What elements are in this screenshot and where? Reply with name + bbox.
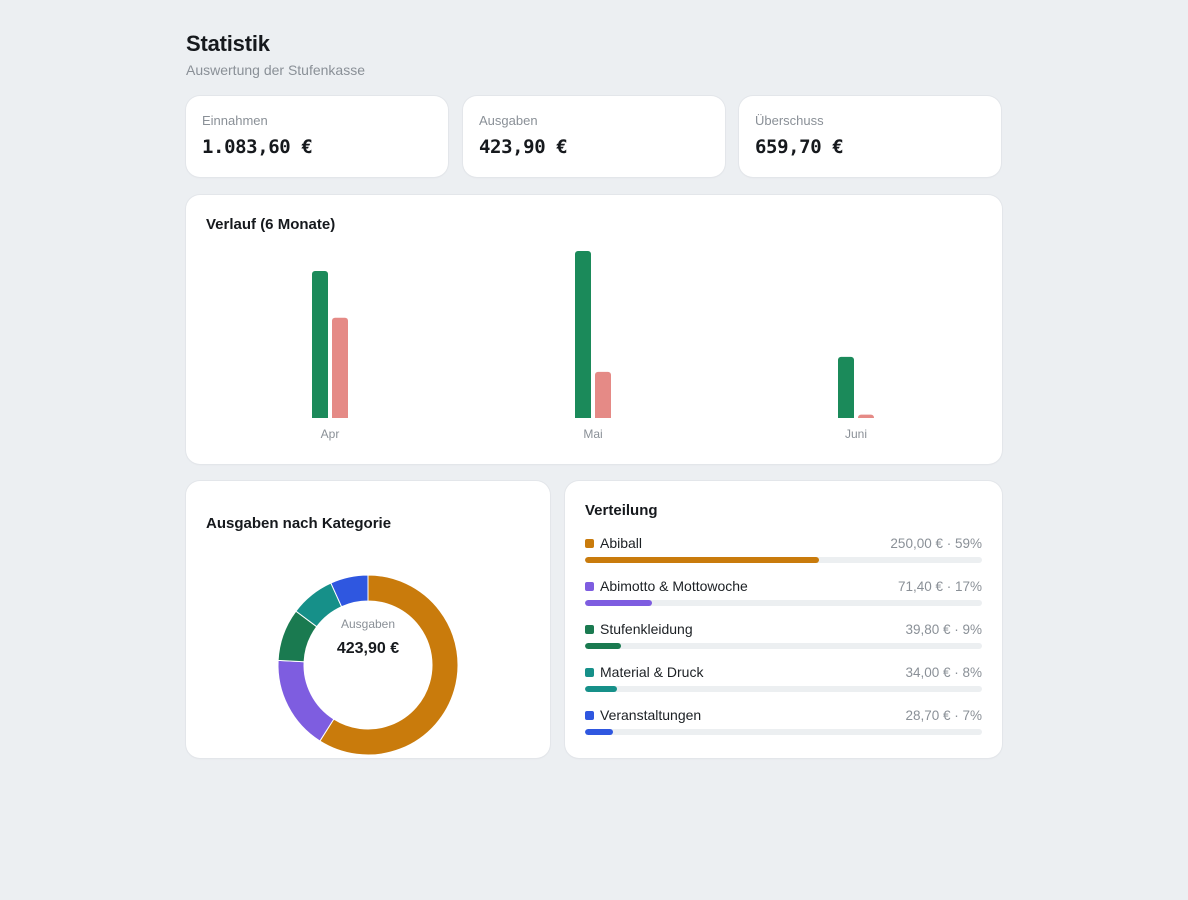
- donut-slice-veranstaltungen: [330, 574, 369, 608]
- distribution-row-header: Veranstaltungen 28,70 € · 7%: [585, 706, 982, 724]
- progress-track: [585, 643, 982, 649]
- kpi-label: Einnahmen: [202, 113, 268, 128]
- progress-fill: [585, 729, 613, 735]
- progress-fill: [585, 686, 617, 692]
- category-card: Ausgaben nach Kategorie Ausgaben 423,90 …: [186, 481, 550, 758]
- trend-title: Verlauf (6 Monate): [206, 216, 336, 233]
- category-amount: 34,00 € · 8%: [905, 664, 982, 680]
- category-title: Ausgaben nach Kategorie: [206, 515, 392, 532]
- distribution-row: Stufenkleidung 39,80 € · 9%: [585, 620, 982, 649]
- kpi-value: 1.083,60 €: [202, 136, 313, 158]
- category-color-dot: [585, 667, 594, 677]
- progress-track: [585, 557, 982, 563]
- distribution-row-header: Material & Druck 34,00 € · 8%: [585, 663, 982, 681]
- donut-center-value: 423,90 €: [337, 640, 399, 657]
- kpi-label: Ausgaben: [479, 113, 538, 128]
- donut-slice-abiball: [319, 574, 459, 756]
- category-amount: 250,00 € · 59%: [890, 535, 982, 551]
- category-color-dot: [585, 581, 594, 591]
- category-amount: 39,80 € · 9%: [905, 621, 982, 637]
- kpi-card-income: Einnahmen 1.083,60 €: [186, 96, 448, 177]
- expense-bar-apr: [332, 317, 348, 421]
- distribution-row-header: Stufenkleidung 39,80 € · 9%: [585, 620, 982, 638]
- category-amount: 28,70 € · 7%: [905, 707, 982, 723]
- progress-fill: [585, 557, 820, 563]
- income-bar-juni: [838, 356, 854, 421]
- progress-fill: [585, 600, 653, 606]
- donut-center-label: Ausgaben: [341, 617, 395, 631]
- progress-track: [585, 729, 982, 735]
- bar-baseline-mask: [300, 418, 360, 424]
- kpi-label: Überschuss: [755, 113, 824, 128]
- distribution-row: Veranstaltungen 28,70 € · 7%: [585, 706, 982, 735]
- donut-slice-abimotto-mottowoche: [277, 659, 335, 742]
- category-name: Stufenkleidung: [600, 621, 693, 637]
- bar-baseline-mask: [826, 418, 886, 424]
- category-color-dot: [585, 710, 594, 720]
- category-color-dot: [585, 538, 594, 548]
- income-bar-apr: [312, 271, 328, 421]
- category-name: Material & Druck: [600, 664, 704, 680]
- kpi-value: 423,90 €: [479, 136, 568, 158]
- category-color-dot: [585, 624, 594, 634]
- category-donut-chart: Ausgaben 423,90 €: [277, 574, 459, 756]
- expense-bar-mai: [595, 371, 611, 421]
- distribution-row: Abiball 250,00 € · 59%: [585, 534, 982, 563]
- progress-track: [585, 686, 982, 692]
- category-amount: 71,40 € · 17%: [897, 578, 982, 594]
- income-bar-mai: [575, 251, 591, 421]
- progress-track: [585, 600, 982, 606]
- trend-bar-chart: Apr Mai Juni: [300, 251, 886, 441]
- bar-baseline-mask: [563, 418, 623, 424]
- distribution-row-header: Abimotto & Mottowoche 71,40 € · 17%: [585, 577, 982, 595]
- statistics-page: Statistik Auswertung der Stufenkasse Ein…: [186, 30, 1002, 758]
- distribution-list: Abiball 250,00 € · 59% Abimotto & Mottowoc…: [585, 534, 982, 735]
- distribution-card: Verteilung Abiball 250,00 € · 59% Abimotto…: [565, 481, 1002, 758]
- x-tick-label: Juni: [845, 427, 867, 441]
- progress-fill: [585, 643, 621, 649]
- distribution-row: Abimotto & Mottowoche 71,40 € · 17%: [585, 577, 982, 606]
- x-tick-label: Mai: [583, 427, 602, 441]
- category-name: Veranstaltungen: [600, 707, 702, 723]
- category-name: Abiball: [600, 535, 643, 551]
- page-title: Statistik: [186, 31, 270, 56]
- kpi-card-surplus: Überschuss 659,70 €: [739, 96, 1001, 177]
- trend-card: Verlauf (6 Monate) Apr Mai Juni: [186, 195, 1002, 464]
- distribution-row-header: Abiball 250,00 € · 59%: [585, 534, 982, 552]
- x-tick-label: Apr: [321, 427, 340, 441]
- category-name: Abimotto & Mottowoche: [600, 578, 748, 594]
- kpi-value: 659,70 €: [755, 136, 844, 158]
- kpi-card-expenses: Ausgaben 423,90 €: [463, 96, 725, 177]
- page-subtitle: Auswertung der Stufenkasse: [186, 62, 365, 78]
- distribution-title: Verteilung: [585, 502, 658, 519]
- distribution-row: Material & Druck 34,00 € · 8%: [585, 663, 982, 692]
